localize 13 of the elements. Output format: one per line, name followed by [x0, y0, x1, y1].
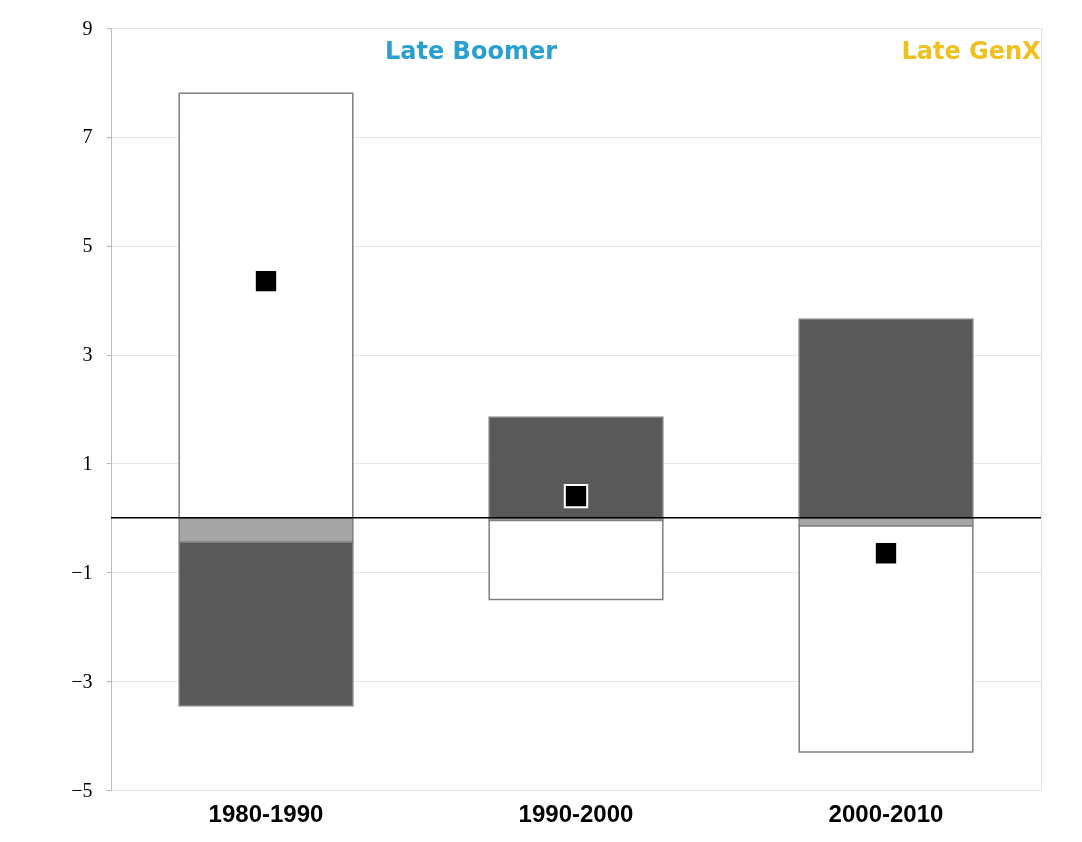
- y-tick-label: −1: [71, 560, 93, 583]
- annotation: Late GenX: [901, 37, 1042, 65]
- y-tick-label: −5: [71, 778, 93, 801]
- annotation: Late Boomer: [385, 37, 558, 65]
- y-tick-label: 5: [82, 234, 93, 257]
- x-tick-label: 1990-2000: [518, 799, 634, 827]
- y-tick-label: 3: [82, 343, 93, 366]
- y-tick-label: −3: [71, 669, 93, 692]
- x-tick-label: 2000-2010: [828, 799, 944, 827]
- y-tick-label: 9: [82, 16, 93, 39]
- y-tick-label: 1: [82, 451, 93, 474]
- y-tick-label: 7: [82, 125, 93, 148]
- x-tick-label: 1980-1990: [208, 799, 324, 827]
